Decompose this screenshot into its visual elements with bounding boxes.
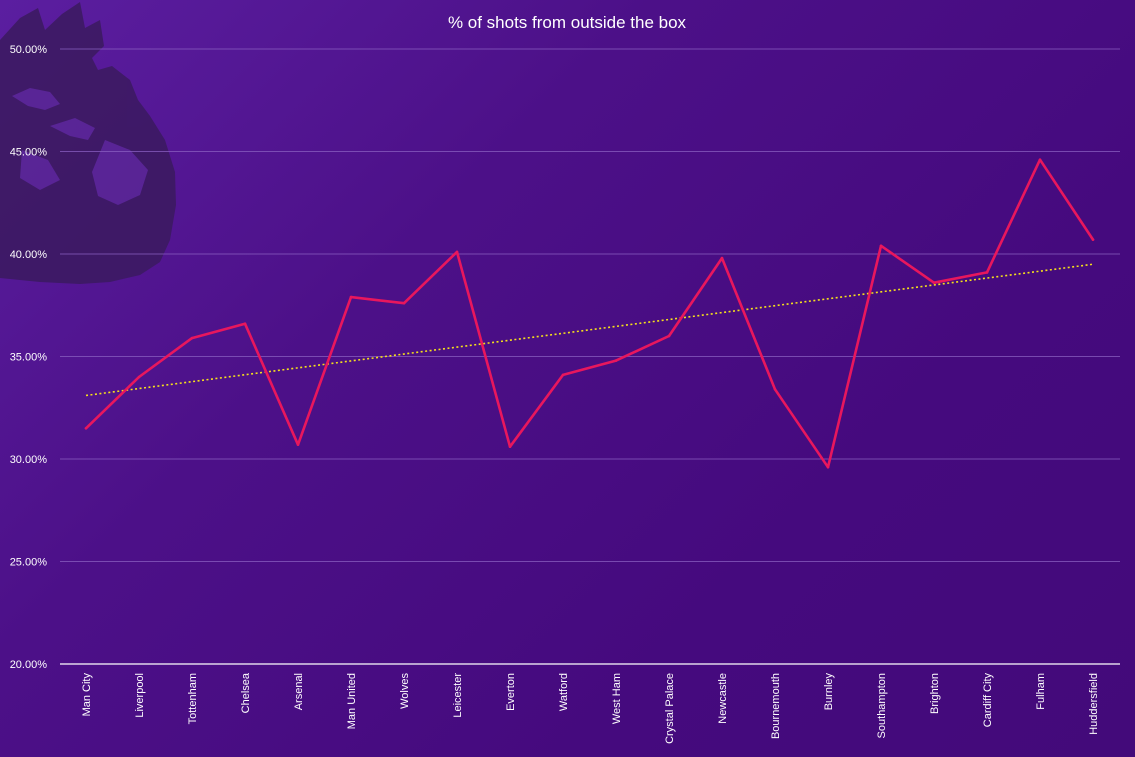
- trendline: [85, 263, 1094, 397]
- data-point: [84, 426, 88, 430]
- data-point: [932, 281, 936, 285]
- x-tick-label: Wolves: [399, 673, 411, 709]
- data-point: [879, 244, 883, 248]
- data-point: [402, 301, 406, 305]
- y-tick-label: 35.00%: [10, 352, 48, 364]
- x-tick-label: Tottenham: [187, 673, 199, 724]
- y-tick-label: 20.00%: [10, 659, 48, 671]
- data-point: [614, 359, 618, 362]
- gridlines: [60, 48, 1120, 562]
- y-tick-label: 25.00%: [10, 557, 48, 569]
- x-tick-label: Brighton: [929, 673, 941, 714]
- x-tick-label: Southampton: [876, 673, 888, 738]
- data-point: [455, 250, 459, 254]
- x-tick-label: Liverpool: [134, 673, 146, 718]
- x-tick-label: Arsenal: [293, 673, 305, 710]
- series-line: [84, 158, 1095, 469]
- x-tick-label: Man United: [346, 673, 358, 729]
- data-point: [667, 334, 671, 338]
- data-point: [1038, 158, 1042, 161]
- data-point: [190, 336, 194, 340]
- y-tick-label: 45.00%: [10, 147, 48, 159]
- series-path: [84, 158, 1095, 469]
- x-tick-label: Bournemouth: [770, 673, 782, 739]
- x-tick-label: Chelsea: [240, 672, 252, 713]
- data-point: [349, 295, 353, 299]
- x-axis-tick-labels: Man City Liverpool Tottenham Chelsea Arsenal…: [81, 672, 1100, 744]
- data-point: [1091, 238, 1095, 241]
- data-point: [773, 388, 777, 391]
- data-point: [508, 445, 512, 449]
- x-tick-label: Newcastle: [717, 673, 729, 724]
- data-point: [826, 465, 830, 469]
- y-tick-label: 30.00%: [10, 454, 48, 466]
- x-tick-label: Cardiff City: [982, 673, 994, 728]
- x-tick-label: Everton: [505, 673, 517, 711]
- x-tick-label: Watford: [558, 673, 570, 711]
- x-tick-label: Burnley: [823, 673, 835, 711]
- data-point: [561, 373, 565, 377]
- trendline-path: [85, 263, 1094, 397]
- x-tick-label: Huddersfield: [1088, 673, 1100, 735]
- x-tick-label: West Ham: [611, 673, 623, 724]
- data-point: [243, 322, 247, 326]
- premier-league-lion-logo: [0, 2, 176, 284]
- y-tick-label: 50.00%: [10, 44, 48, 56]
- data-point: [296, 443, 300, 446]
- x-tick-label: Crystal Palace: [664, 673, 676, 744]
- data-point: [137, 375, 141, 379]
- y-tick-label: 40.00%: [10, 249, 48, 261]
- data-point: [985, 271, 989, 274]
- data-point: [720, 256, 724, 260]
- chart-title: % of shots from outside the box: [448, 13, 687, 32]
- x-tick-label: Fulham: [1035, 673, 1047, 710]
- x-tick-label: Leicester: [452, 673, 464, 718]
- y-axis-tick-labels: 20.00% 25.00% 30.00% 35.00% 40.00% 45.00% 50.0…: [10, 44, 48, 671]
- x-tick-label: Man City: [81, 673, 93, 717]
